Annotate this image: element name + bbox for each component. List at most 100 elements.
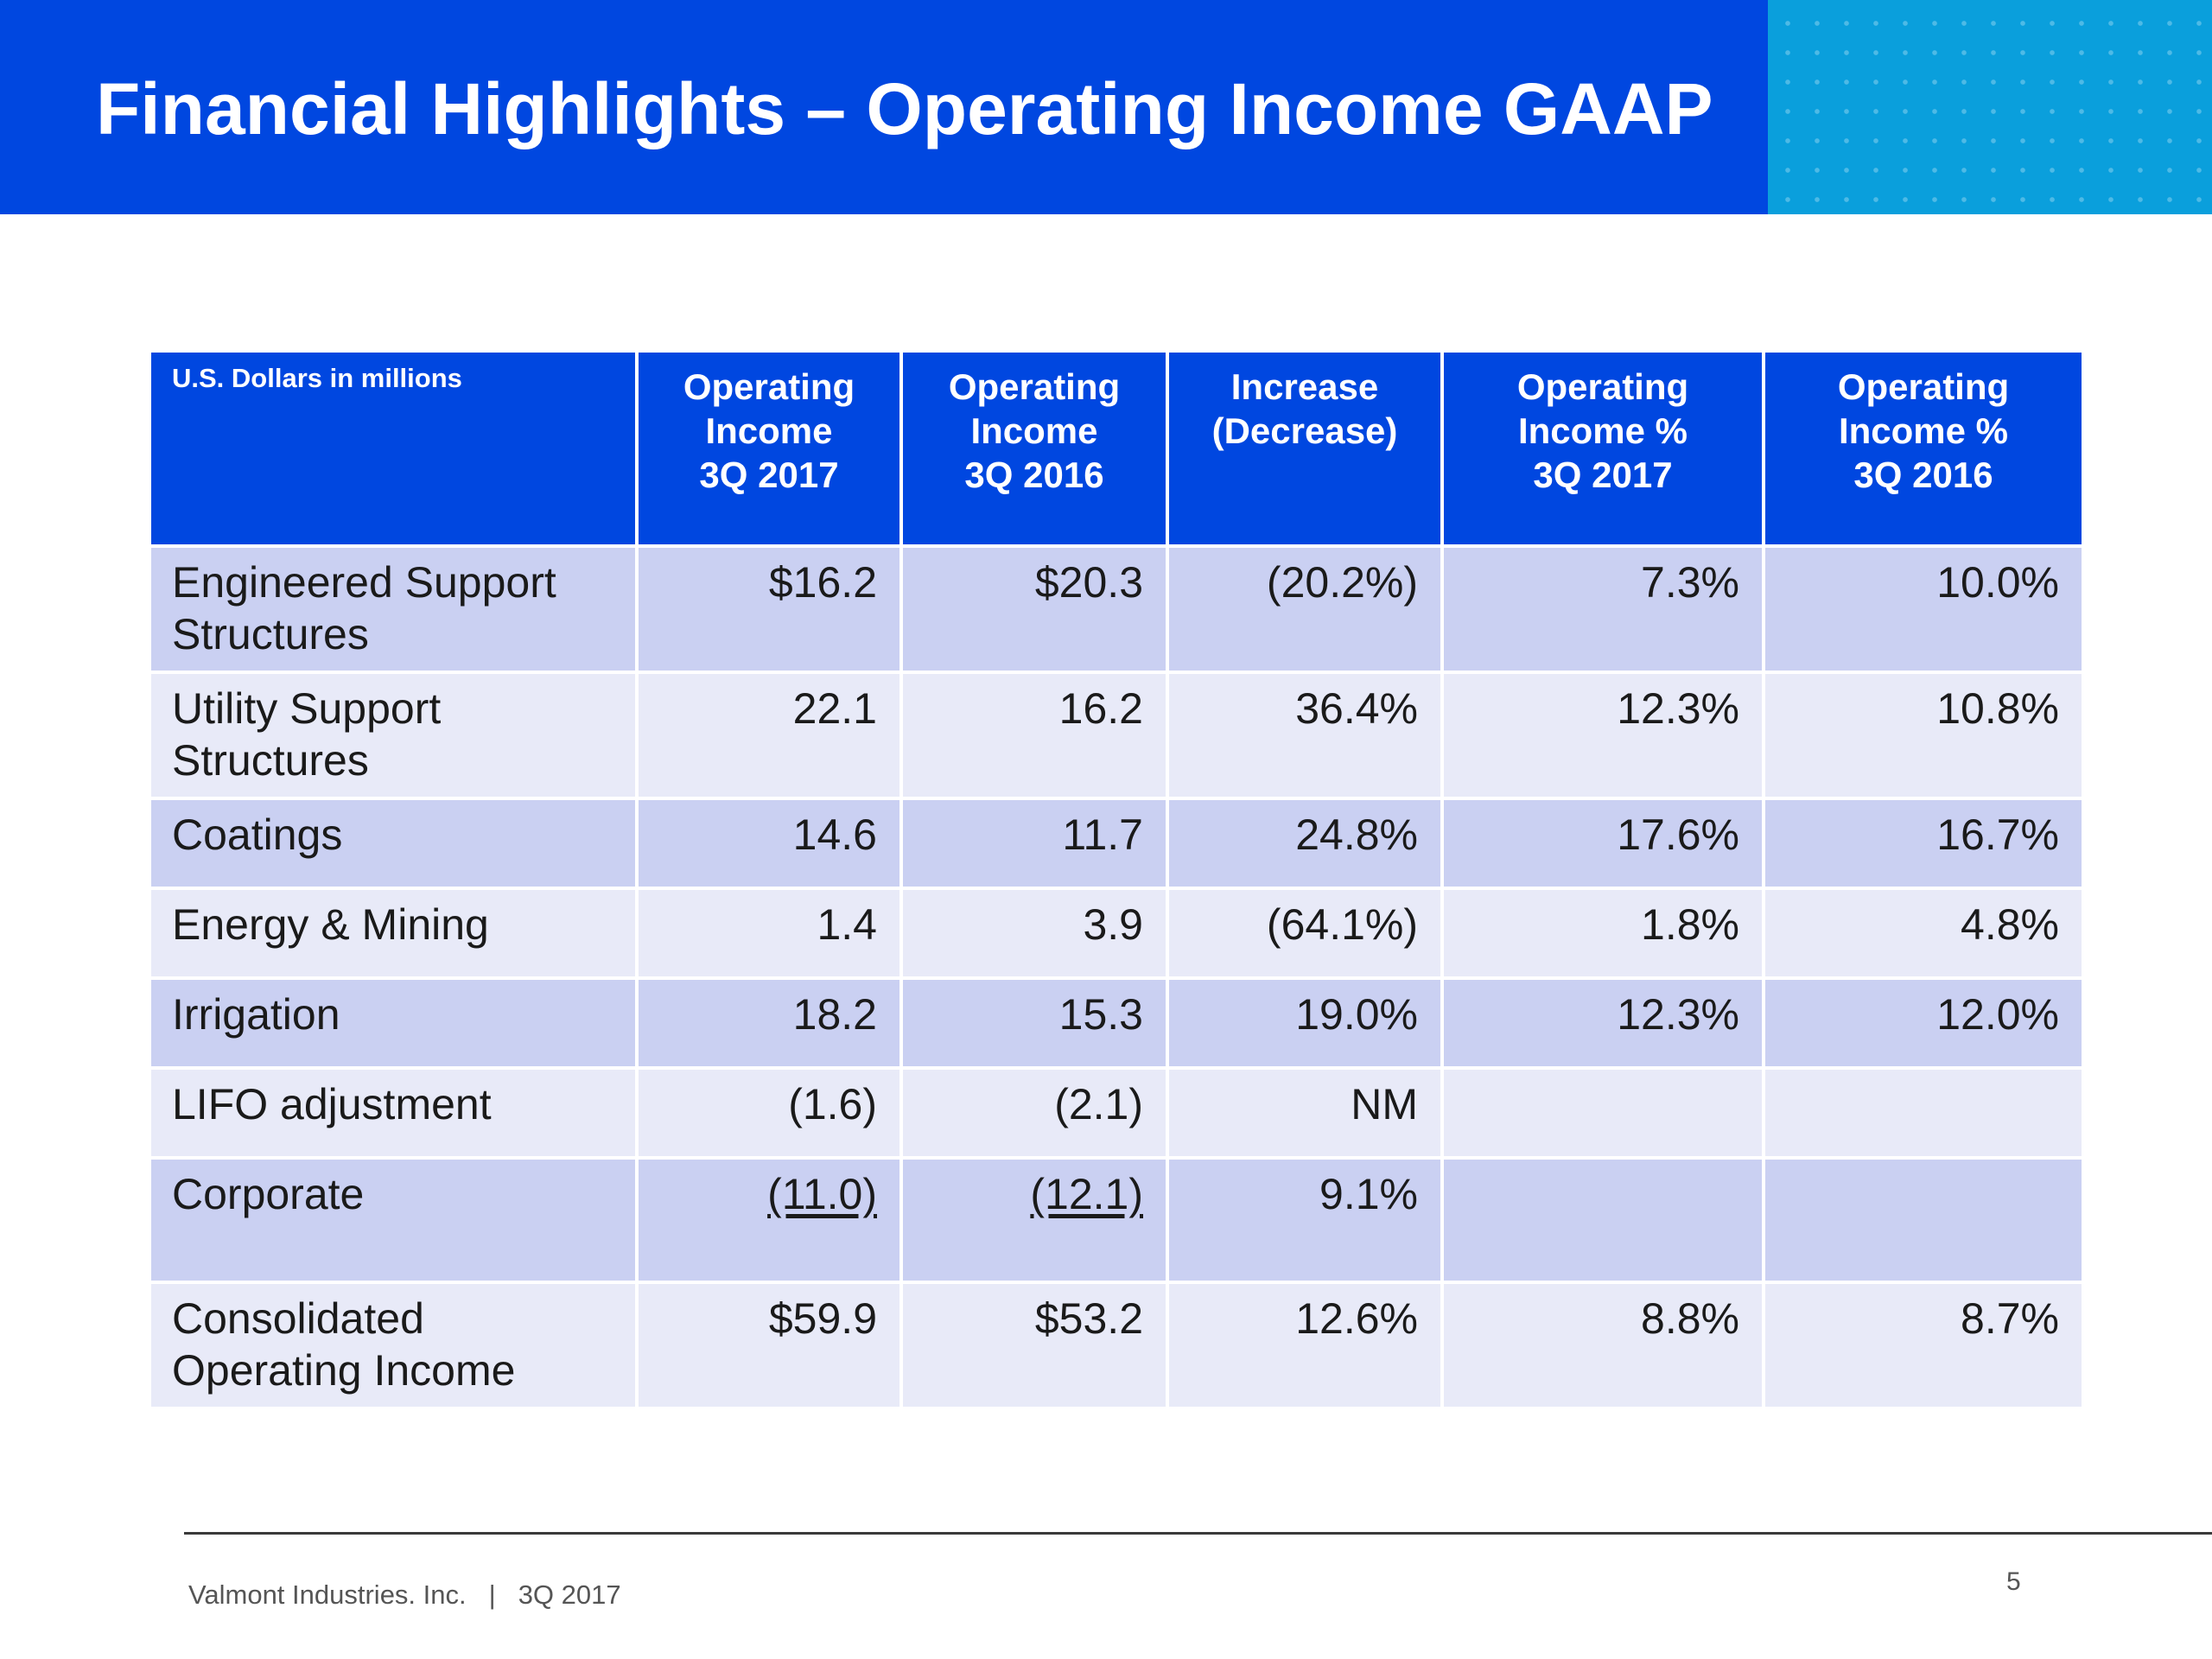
cell-oi-3q2017: $59.9: [635, 1281, 903, 1410]
operating-income-table: U.S. Dollars in millions Operating Incom…: [148, 349, 2085, 1410]
cell-oi-3q2017: 14.6: [635, 797, 903, 890]
cell-oi-pct-3q2017: [1440, 1066, 1765, 1160]
column-header-line: Income %: [1517, 410, 1688, 451]
underlined-value: (11.0): [767, 1170, 877, 1218]
column-header-line: Operating: [1516, 366, 1689, 407]
cell-increase-decrease: 24.8%: [1166, 797, 1444, 890]
column-header-oi-3q2016: Operating Income 3Q 2016: [899, 349, 1169, 548]
cell-oi-3q2016: 11.7: [899, 797, 1169, 890]
row-label: Energy & Mining: [148, 887, 639, 980]
cell-oi-3q2016: (2.1): [899, 1066, 1169, 1160]
row-label: LIFO adjustment: [148, 1066, 639, 1160]
cell-oi-pct-3q2017: 7.3%: [1440, 544, 1765, 674]
row-label-line: Energy & Mining: [172, 900, 489, 949]
column-header-line: 3Q 2016: [964, 454, 1104, 495]
page-number: 5: [2006, 1567, 2021, 1596]
row-label-line: LIFO adjustment: [172, 1080, 492, 1128]
cell-oi-3q2017: $16.2: [635, 544, 903, 674]
table-row-coatings: Coatings 14.6 11.7 24.8% 17.6% 16.7%: [148, 797, 2085, 890]
table-row-irrigation: Irrigation 18.2 15.3 19.0% 12.3% 12.0%: [148, 976, 2085, 1070]
cell-oi-3q2017: (1.6): [635, 1066, 903, 1160]
cell-increase-decrease: 12.6%: [1166, 1281, 1444, 1410]
column-header-line: Operating: [948, 366, 1121, 407]
cell-oi-3q2017: 18.2: [635, 976, 903, 1070]
column-header-line: Income %: [1838, 410, 2009, 451]
table-row-consolidated-operating-income: Consolidated Operating Income $59.9 $53.…: [148, 1281, 2085, 1410]
row-label-line: Coatings: [172, 810, 343, 859]
cell-oi-3q2016: (12.1): [899, 1156, 1169, 1284]
column-header-line: 3Q 2017: [699, 454, 839, 495]
units-label: U.S. Dollars in millions: [148, 349, 639, 548]
cell-increase-decrease: 36.4%: [1166, 671, 1444, 800]
row-label: Utility Support Structures: [148, 671, 639, 800]
column-header-line: Increase: [1230, 366, 1379, 407]
cell-oi-pct-3q2017: 12.3%: [1440, 671, 1765, 800]
cell-oi-pct-3q2017: 8.8%: [1440, 1281, 1765, 1410]
row-label-line: Utility Support: [172, 684, 442, 733]
table-row-lifo-adjustment: LIFO adjustment (1.6) (2.1) NM: [148, 1066, 2085, 1160]
cell-oi-3q2016: $20.3: [899, 544, 1169, 674]
table-row-utility-support-structures: Utility Support Structures 22.1 16.2 36.…: [148, 671, 2085, 800]
row-label: Corporate: [148, 1156, 639, 1284]
cell-oi-3q2016: 15.3: [899, 976, 1169, 1070]
cell-oi-pct-3q2016: 10.8%: [1762, 671, 2085, 800]
row-label: Coatings: [148, 797, 639, 890]
cell-oi-3q2017: 22.1: [635, 671, 903, 800]
table-row-energy-mining: Energy & Mining 1.4 3.9 (64.1%) 1.8% 4.8…: [148, 887, 2085, 980]
cell-oi-pct-3q2017: 12.3%: [1440, 976, 1765, 1070]
cell-oi-pct-3q2017: [1440, 1156, 1765, 1284]
row-label: Irrigation: [148, 976, 639, 1070]
cell-oi-pct-3q2016: 10.0%: [1762, 544, 2085, 674]
column-header-line: Operating: [683, 366, 855, 407]
cell-oi-pct-3q2016: 4.8%: [1762, 887, 2085, 980]
column-header-line: Income: [970, 410, 1098, 451]
row-label-line: Operating Income: [172, 1346, 516, 1395]
cell-oi-3q2017: (11.0): [635, 1156, 903, 1284]
footer-separator: |: [488, 1580, 496, 1610]
page-title: Financial Highlights – Operating Income …: [96, 68, 1713, 149]
row-label-line: Irrigation: [172, 990, 340, 1039]
column-header-line: 3Q 2017: [1533, 454, 1673, 495]
row-label-line: Engineered Support: [172, 558, 556, 607]
cell-oi-3q2016: 16.2: [899, 671, 1169, 800]
column-header-oi-pct-3q2016: Operating Income % 3Q 2016: [1762, 349, 2085, 548]
cell-increase-decrease: 9.1%: [1166, 1156, 1444, 1284]
footer-company: Valmont Industries. Inc.: [188, 1580, 467, 1610]
cell-oi-pct-3q2016: [1762, 1156, 2085, 1284]
row-label-line: Structures: [172, 610, 369, 658]
cell-oi-pct-3q2016: 12.0%: [1762, 976, 2085, 1070]
column-header-oi-3q2017: Operating Income 3Q 2017: [635, 349, 903, 548]
column-header-increase-decrease: Increase (Decrease): [1166, 349, 1444, 548]
row-label-line: Structures: [172, 736, 369, 785]
title-bar: Financial Highlights – Operating Income …: [0, 0, 1768, 214]
footer-divider: [184, 1532, 2212, 1535]
footer-period: 3Q 2017: [518, 1580, 621, 1610]
column-header-line: Operating: [1837, 366, 2010, 407]
cell-oi-pct-3q2016: [1762, 1066, 2085, 1160]
table-header-row: U.S. Dollars in millions Operating Incom…: [148, 349, 2085, 548]
underlined-value: (12.1): [1030, 1170, 1143, 1218]
cell-oi-pct-3q2016: 16.7%: [1762, 797, 2085, 890]
column-header-line: Income: [705, 410, 833, 451]
cell-oi-pct-3q2016: 8.7%: [1762, 1281, 2085, 1410]
row-label-line: Consolidated: [172, 1294, 424, 1343]
row-label-line: Corporate: [172, 1170, 365, 1218]
footer-text: Valmont Industries. Inc. | 3Q 2017: [188, 1580, 621, 1611]
cell-oi-3q2016: $53.2: [899, 1281, 1169, 1410]
dot-pattern-decoration: [1768, 0, 2212, 214]
cell-increase-decrease: (64.1%): [1166, 887, 1444, 980]
cell-oi-pct-3q2017: 1.8%: [1440, 887, 1765, 980]
cell-increase-decrease: NM: [1166, 1066, 1444, 1160]
table-row-corporate: Corporate (11.0) (12.1) 9.1%: [148, 1156, 2085, 1284]
cell-oi-3q2016: 3.9: [899, 887, 1169, 980]
table-row-engineered-support-structures: Engineered Support Structures $16.2 $20.…: [148, 544, 2085, 674]
column-header-line: 3Q 2016: [1853, 454, 1993, 495]
cell-increase-decrease: 19.0%: [1166, 976, 1444, 1070]
column-header-line: (Decrease): [1211, 410, 1398, 451]
cell-oi-3q2017: 1.4: [635, 887, 903, 980]
column-header-oi-pct-3q2017: Operating Income % 3Q 2017: [1440, 349, 1765, 548]
cell-increase-decrease: (20.2%): [1166, 544, 1444, 674]
cell-oi-pct-3q2017: 17.6%: [1440, 797, 1765, 890]
row-label: Consolidated Operating Income: [148, 1281, 639, 1410]
row-label: Engineered Support Structures: [148, 544, 639, 674]
